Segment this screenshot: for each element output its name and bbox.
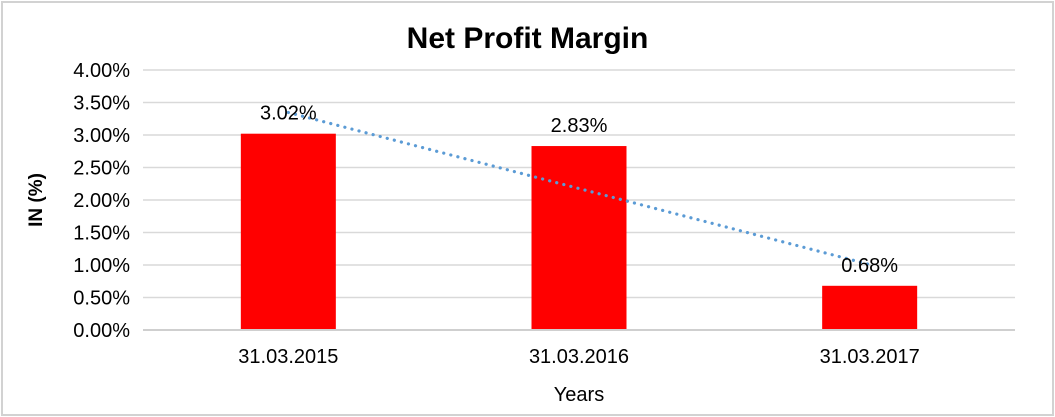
chart-title: Net Profit Margin bbox=[406, 22, 649, 55]
y-tick-label: 3.00% bbox=[73, 125, 130, 147]
bar-31.03.2016 bbox=[531, 146, 627, 329]
x-tick-label: 31.03.2017 bbox=[820, 346, 920, 368]
trendline-dotted bbox=[286, 110, 872, 267]
data-label: 3.02% bbox=[260, 103, 317, 125]
y-tick-label: 1.50% bbox=[73, 223, 130, 245]
bar-31.03.2015 bbox=[240, 133, 336, 329]
y-tick-label: 1.00% bbox=[73, 255, 130, 277]
data-label: 0.68% bbox=[841, 255, 898, 277]
y-tick-label: 3.50% bbox=[73, 93, 130, 115]
y-tick-label: 2.50% bbox=[73, 158, 130, 180]
y-tick-label: 0.00% bbox=[73, 320, 130, 342]
x-axis-title: Years bbox=[553, 384, 605, 406]
y-tick-label: 4.00% bbox=[73, 60, 130, 82]
data-label: 2.83% bbox=[551, 115, 608, 137]
y-tick-label: 0.50% bbox=[73, 288, 130, 310]
x-tick-label: 31.03.2015 bbox=[238, 346, 338, 368]
bar-31.03.2017 bbox=[822, 285, 918, 329]
y-tick-label: 2.00% bbox=[73, 190, 130, 212]
x-tick-label: 31.03.2016 bbox=[529, 346, 629, 368]
